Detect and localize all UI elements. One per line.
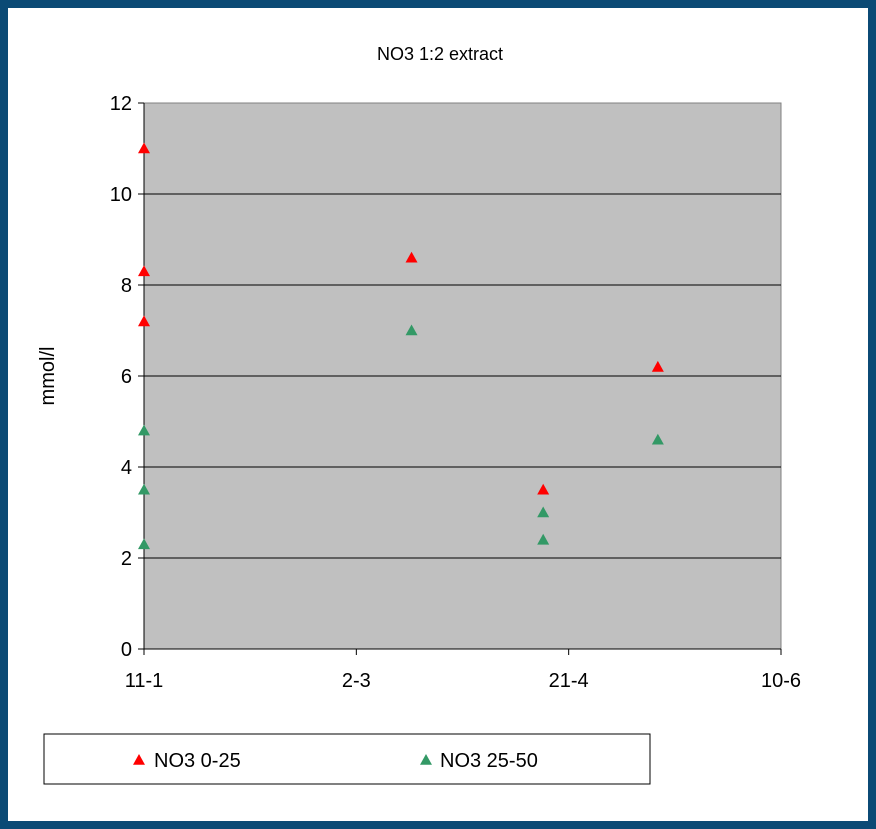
legend-label-no3-0-25: NO3 0-25 [154,750,241,772]
y-tick-label: 6 [121,366,132,388]
data-point-series-1 [405,324,418,336]
legend-marker-no3-0-25 [133,754,145,765]
data-point-series-0 [405,251,418,263]
data-point-series-1 [138,483,150,495]
y-tick-label: 4 [121,457,132,479]
y-tick-label: 0 [121,639,132,661]
data-point-series-0 [537,483,550,495]
data-point-series-1 [651,433,664,445]
x-tick-label: 11-1 [125,670,164,692]
data-point-series-1 [537,506,550,518]
y-tick-label: 8 [121,275,132,297]
y-tick-label: 12 [110,93,132,115]
chart-frame: NO3 1:2 extract 0 2 4 6 8 10 12 11-1 2-3 21-4 10-… [8,8,868,821]
chart: NO3 1:2 extract 0 2 4 6 8 10 12 11-1 2-3 21-4 10-… [37,44,801,785]
data-point-series-0 [138,265,150,277]
legend-label-no3-25-50: NO3 25-50 [440,750,538,772]
x-tick-label: 10-6 [761,670,801,692]
data-point-series-1 [138,424,150,436]
y-tick-label: 2 [121,548,132,570]
chart-title: NO3 1:2 extract [377,44,503,64]
data-point-series-1 [138,538,150,550]
data-point-series-0 [138,315,150,327]
data-point-series-0 [651,360,664,372]
legend-box [43,733,651,785]
x-tick-label: 21-4 [549,670,589,692]
data-point-series-0 [138,142,150,154]
legend-marker-no3-25-50 [420,754,432,765]
y-tick-label: 10 [110,184,132,206]
data-point-series-1 [537,533,550,545]
legend: NO3 0-25 NO3 25-50 [43,733,651,785]
y-axis-label: mmol/l [37,347,59,406]
x-tick-label: 2-3 [342,670,371,692]
